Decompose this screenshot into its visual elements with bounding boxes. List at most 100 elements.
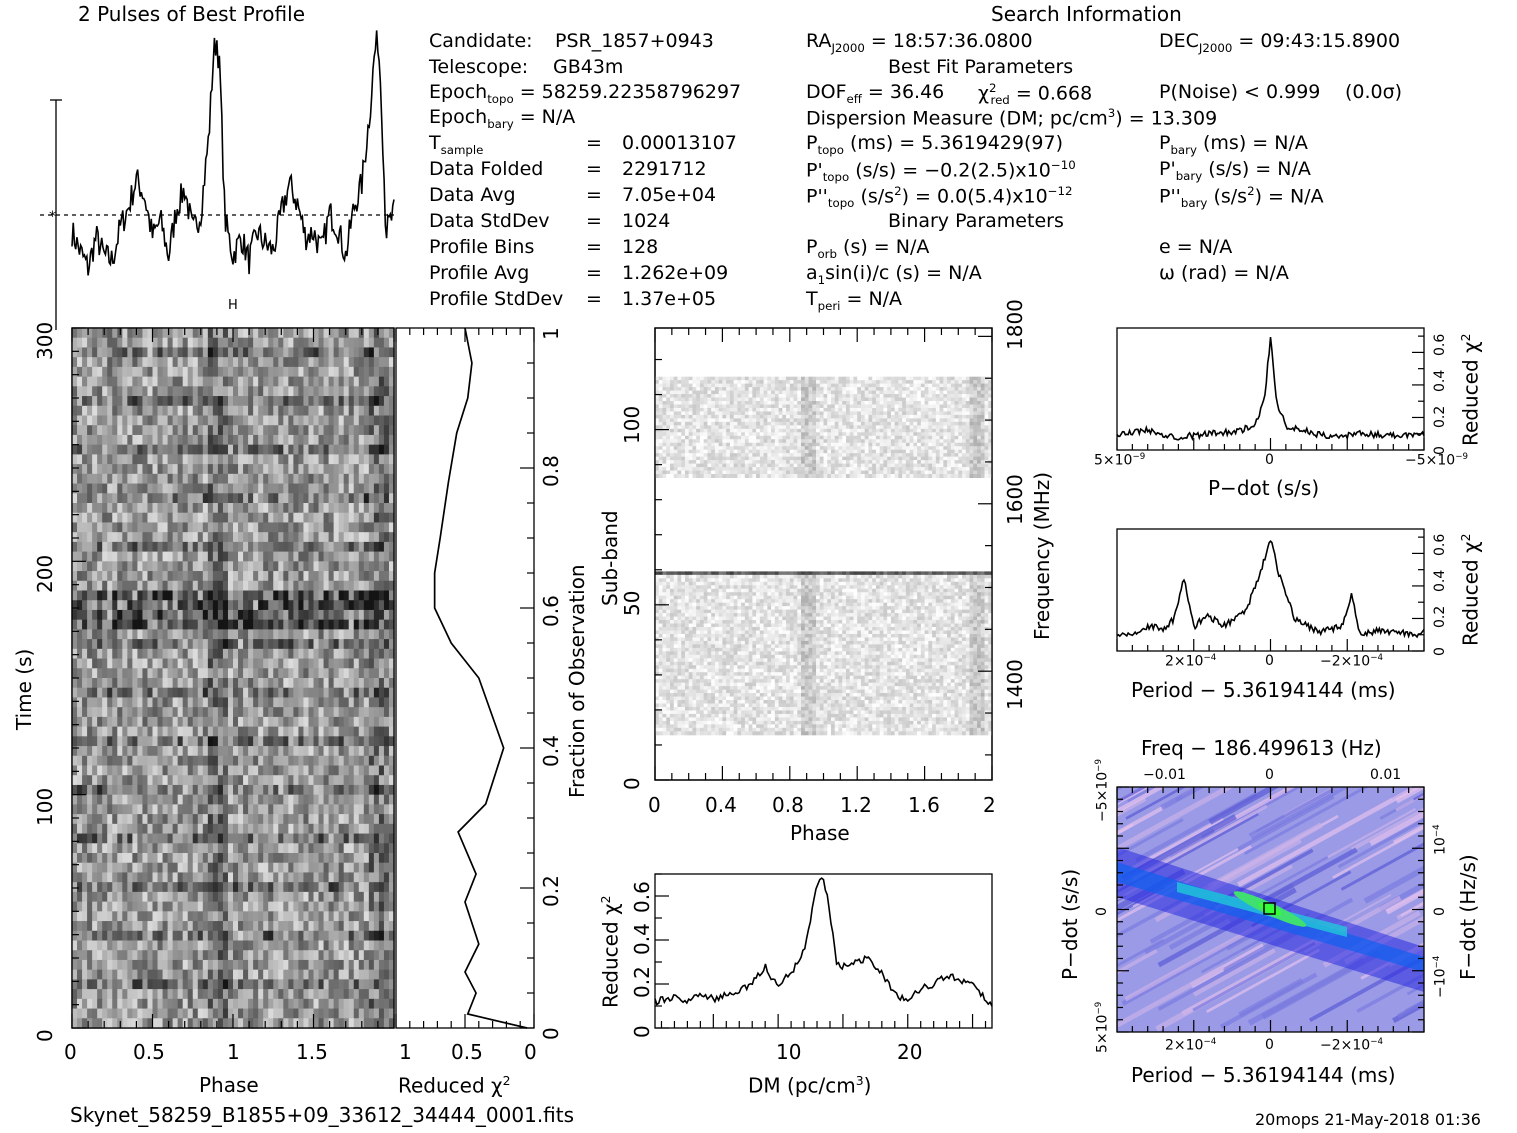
time-phase-cell xyxy=(268,765,274,776)
time-phase-cell xyxy=(318,464,325,475)
time-phase-cell xyxy=(358,396,365,407)
time-phase-cell xyxy=(187,833,194,844)
time-phase-cell xyxy=(132,464,139,475)
time-phase-cell xyxy=(298,328,305,339)
time-phase-cell xyxy=(243,415,249,426)
time-phase-cell xyxy=(358,347,365,358)
time-phase-cell xyxy=(328,716,335,728)
time-phase-cell xyxy=(87,998,93,1010)
time-phase-cell xyxy=(107,833,113,844)
time-phase-cell xyxy=(338,784,345,796)
time-phase-cell xyxy=(303,609,310,621)
time-phase-cell xyxy=(233,590,239,601)
time-phase-cell xyxy=(122,930,128,942)
time-phase-cell xyxy=(348,891,355,903)
time-phase-cell xyxy=(303,726,310,737)
time-phase-cell xyxy=(353,571,360,582)
time-phase-cell xyxy=(97,716,103,728)
time-phase-cell xyxy=(137,726,144,737)
time-phase-cell xyxy=(107,989,113,1000)
time-phase-cell xyxy=(97,853,103,864)
subband-cell xyxy=(913,380,918,385)
subband-cell xyxy=(655,380,660,385)
time-phase-cell xyxy=(107,590,113,601)
time-phase-cell xyxy=(227,561,234,572)
subband-cell xyxy=(808,383,813,388)
time-phase-cell xyxy=(368,522,375,533)
time-phase-cell xyxy=(278,862,284,874)
time-phase-cell xyxy=(222,580,229,592)
time-phase-cell xyxy=(72,629,78,640)
time-phase-cell xyxy=(278,464,284,475)
time-phase-cell xyxy=(278,561,284,572)
time-phase-cell xyxy=(253,872,259,883)
time-phase-cell xyxy=(172,347,179,358)
time-phase-cell xyxy=(197,901,204,912)
time-phase-cell xyxy=(328,619,335,630)
time-phase-cell xyxy=(328,580,335,592)
time-phase-cell xyxy=(348,571,355,582)
time-phase-cell xyxy=(157,405,164,417)
time-phase-cell xyxy=(102,386,108,397)
time-phase-cell xyxy=(313,396,320,407)
time-phase-cell xyxy=(338,969,345,980)
time-phase-cell xyxy=(318,940,325,951)
time-phase-cell xyxy=(207,347,214,358)
time-phase-cell xyxy=(243,512,249,524)
time-phase-cell xyxy=(358,600,365,611)
time-phase-cell xyxy=(152,891,159,903)
time-phase-cell xyxy=(212,648,219,660)
time-phase-cell xyxy=(258,396,264,407)
time-phase-cell xyxy=(172,823,179,835)
time-phase-cell xyxy=(338,405,345,417)
time-phase-cell xyxy=(227,386,234,397)
time-phase-cell xyxy=(288,911,294,922)
time-phase-cell xyxy=(283,784,289,796)
time-phase-cell xyxy=(243,376,249,387)
time-phase-cell xyxy=(233,843,239,854)
time-phase-cell xyxy=(283,823,289,835)
time-phase-cell xyxy=(102,600,108,611)
time-phase-cell xyxy=(283,950,289,961)
time-phase-cell xyxy=(313,600,320,611)
time-phase-cell xyxy=(82,814,88,825)
time-phase-cell xyxy=(248,950,254,961)
time-phase-cell xyxy=(338,648,345,660)
time-phase-cell xyxy=(172,328,179,339)
time-phase-cell xyxy=(92,736,98,747)
time-phase-cell xyxy=(273,619,279,630)
time-phase-cell xyxy=(152,512,159,524)
time-phase-cell xyxy=(378,882,385,893)
time-phase-cell xyxy=(383,425,390,436)
time-phase-cell xyxy=(363,979,370,990)
time-phase-cell xyxy=(202,678,209,689)
time-phase-cell xyxy=(383,872,390,883)
time-phase-cell xyxy=(308,814,315,825)
time-phase-cell xyxy=(202,755,209,767)
time-phase-cell xyxy=(112,1008,118,1019)
time-phase-cell xyxy=(373,678,380,689)
time-phase-cell xyxy=(348,609,355,621)
time-phase-cell xyxy=(348,619,355,630)
time-phase-cell xyxy=(92,532,98,543)
time-phase-cell xyxy=(358,425,365,436)
time-phase-cell xyxy=(238,843,244,854)
time-phase-cell xyxy=(343,930,350,942)
time-phase-cell xyxy=(137,619,144,630)
time-phase-cell xyxy=(293,600,300,611)
time-phase-cell xyxy=(238,921,244,932)
time-phase-cell xyxy=(87,454,93,465)
time-phase-cell xyxy=(167,532,174,543)
time-phase-cell xyxy=(283,668,289,679)
time-phase-cell xyxy=(383,658,390,669)
time-phase-cell xyxy=(283,921,289,932)
time-phase-cell xyxy=(268,434,274,446)
time-phase-cell xyxy=(313,503,320,514)
time-phase-cell xyxy=(207,473,214,485)
time-phase-cell xyxy=(137,746,144,757)
time-phase-cell xyxy=(308,697,315,708)
time-phase-cell xyxy=(107,532,113,543)
time-phase-cell xyxy=(238,716,244,728)
time-phase-cell xyxy=(338,697,345,708)
time-phase-cell xyxy=(167,337,174,349)
